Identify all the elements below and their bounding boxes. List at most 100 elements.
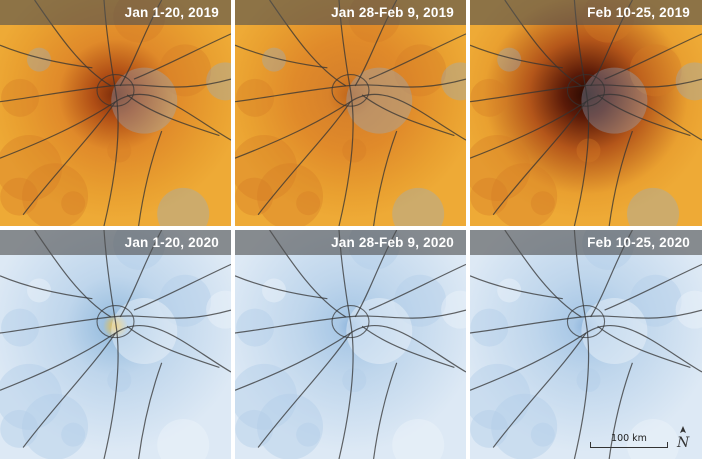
concentration-blotch: [22, 393, 89, 459]
concentration-blotch: [296, 422, 321, 447]
road-line: [138, 362, 163, 459]
concentration-blotch: [0, 409, 39, 448]
concentration-blotch: [470, 409, 509, 448]
concentration-blotch: [1, 78, 40, 117]
concentration-blotch: [22, 163, 89, 226]
concentration-blotch: [236, 308, 275, 347]
concentration-blotch: [236, 78, 275, 117]
concentration-blotch: [491, 163, 558, 226]
concentration-blotch: [394, 274, 447, 327]
road-line: [492, 101, 587, 216]
road-line: [0, 78, 231, 103]
concentration-blotch: [111, 298, 178, 365]
map-panel-jan28-feb9-2019: Jan 28-Feb 9, 2019: [235, 0, 466, 226]
concentration-blotch: [107, 138, 132, 163]
concentration-blotch: [530, 422, 555, 447]
road-line: [470, 309, 702, 334]
no2-concentration: [0, 230, 231, 459]
concentration-blotch: [257, 393, 324, 459]
concentration-blotch: [235, 177, 274, 216]
road-line: [22, 332, 116, 448]
concentration-blotch: [441, 62, 466, 101]
concentration-blotch: [346, 67, 413, 134]
concentration-blotch: [235, 409, 274, 448]
ring-road: [96, 74, 135, 107]
concentration-blotch: [257, 163, 324, 226]
road-line: [235, 78, 466, 103]
ring-road: [566, 74, 606, 107]
concentration-blotch: [296, 191, 321, 216]
concentration-blotch: [576, 368, 601, 393]
concentration-blotch: [470, 308, 509, 347]
road-line: [373, 362, 398, 459]
concentration-blotch: [675, 62, 702, 101]
concentration-blotch: [157, 187, 210, 226]
concentration-blotch: [27, 47, 52, 72]
concentration-blotch: [107, 368, 132, 393]
concentration-blotch: [342, 368, 367, 393]
no2-concentration: [0, 0, 231, 226]
road-line: [133, 33, 231, 80]
concentration-blotch: [262, 47, 287, 72]
no2-map: [0, 230, 231, 459]
concentration-blotch: [206, 62, 231, 101]
no2-concentration: [470, 230, 702, 459]
panel-title: Jan 1-20, 2019: [0, 0, 231, 25]
map-panel-feb10-25-2019: Feb 10-25, 2019: [470, 0, 702, 226]
ring-road: [96, 305, 135, 339]
panel-title: Jan 28-Feb 9, 2020: [235, 230, 466, 255]
road-line: [235, 309, 466, 334]
road-line: [133, 263, 231, 311]
concentration-blotch: [470, 78, 509, 117]
road-line: [470, 324, 702, 391]
concentration-blotch: [392, 418, 445, 459]
ring-road: [566, 305, 606, 339]
concentration-blotch: [470, 363, 531, 430]
road-line: [573, 0, 590, 226]
road-line: [373, 130, 398, 226]
no2-concentration: [470, 0, 702, 226]
scale-bar: 100 km: [590, 433, 668, 450]
concentration-blotch: [470, 177, 509, 216]
road-line: [368, 33, 466, 80]
road-line: [608, 130, 633, 226]
road-line: [470, 78, 702, 103]
concentration-blotch: [262, 278, 287, 303]
panel-title: Feb 10-25, 2020: [470, 230, 702, 255]
no2-concentration: [235, 0, 466, 226]
concentration-blotch: [157, 418, 210, 459]
road-line: [235, 275, 328, 300]
concentration-blotch: [159, 44, 212, 97]
road-line: [0, 309, 231, 334]
concentration-blotch: [627, 418, 680, 459]
road-line: [597, 94, 691, 137]
concentration-blotch: [1, 308, 40, 347]
no2-map: [0, 0, 231, 226]
road-line: [604, 263, 702, 311]
map-panel-jan28-feb9-2020: Jan 28-Feb 9, 2020: [235, 230, 466, 459]
road-line: [257, 101, 351, 216]
road-line: [608, 362, 633, 459]
no2-map: [470, 0, 702, 226]
road-line: [0, 44, 93, 69]
road-line: [138, 130, 163, 226]
concentration-blotch: [394, 44, 447, 97]
concentration-blotch: [0, 363, 63, 430]
scale-bar-line: [590, 442, 668, 448]
road-line: [103, 230, 119, 459]
map-panel-jan1-20-2020: Jan 1-20, 2020: [0, 230, 231, 459]
map-panel-jan1-20-2019: Jan 1-20, 2019: [0, 0, 231, 226]
no2-map: [235, 0, 466, 226]
concentration-blotch: [497, 47, 522, 72]
road-line: [126, 94, 220, 137]
north-arrow-icon: N: [674, 425, 692, 451]
road-line: [126, 325, 220, 368]
ring-road: [331, 305, 370, 339]
north-arrow-label: N: [677, 435, 690, 451]
concentration-blotch: [581, 67, 648, 134]
ring-road: [331, 74, 370, 107]
concentration-blotch: [675, 290, 702, 329]
concentration-blotch: [629, 274, 682, 327]
map-panel-feb10-25-2020: Feb 10-25, 2020 100 km N: [470, 230, 702, 459]
